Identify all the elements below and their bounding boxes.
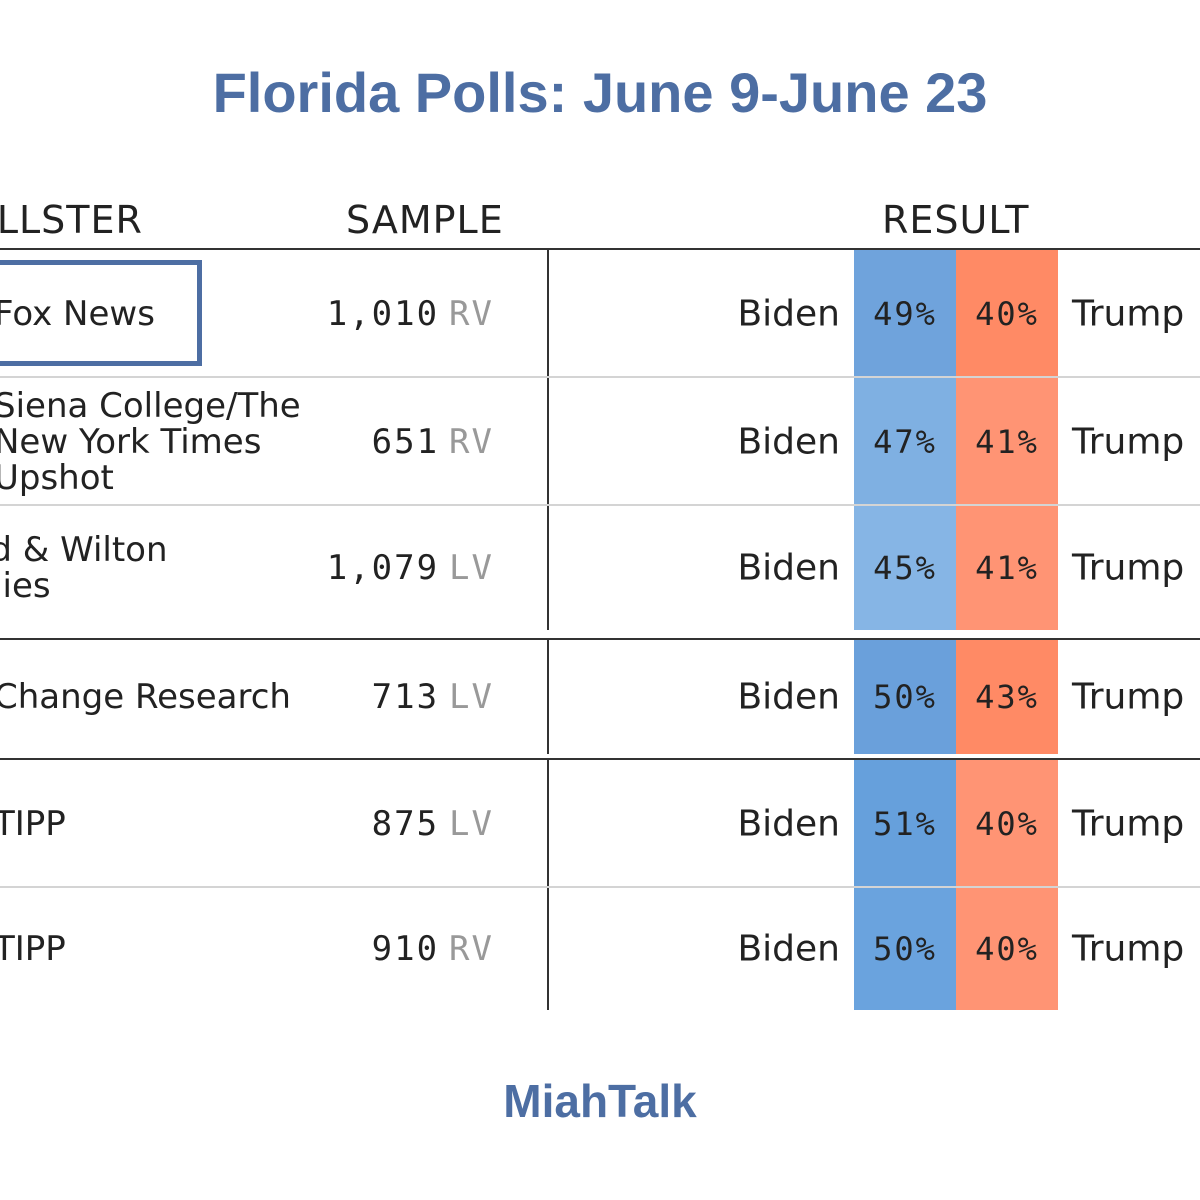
pollster-name[interactable]: Fox News	[0, 294, 155, 334]
column-divider	[547, 888, 549, 1010]
footer-brand: MiahTalk	[503, 1075, 697, 1127]
table-row: Fox News 1,010 RV Biden 49% 40% Trump	[0, 248, 1200, 378]
rep-percent: 40%	[956, 250, 1058, 378]
sample-count: 1,079	[326, 548, 440, 588]
candidate-rep: Trump	[1072, 547, 1185, 589]
column-divider	[547, 640, 549, 754]
candidate-dem: Biden	[737, 676, 840, 718]
candidate-dem: Biden	[737, 421, 840, 463]
selection-box	[0, 260, 202, 366]
column-divider	[547, 250, 549, 378]
dem-percent: 47%	[854, 378, 956, 506]
table-row: Change Research 713 LV Biden 50% 43% Trump	[0, 638, 1200, 754]
candidate-rep: Trump	[1072, 803, 1185, 845]
pollster-name[interactable]: Siena College/The New York Times Upshot	[0, 386, 301, 498]
sample-count: 713	[371, 677, 440, 717]
candidate-dem: Biden	[737, 803, 840, 845]
sample-size: 651 RV	[372, 422, 494, 462]
sample-type: RV	[449, 294, 494, 334]
sample-size: 910 RV	[372, 929, 494, 969]
table-row: TIPP 875 LV Biden 51% 40% Trump	[0, 758, 1200, 888]
dem-percent: 50%	[854, 640, 956, 754]
header-result: RESULT	[882, 198, 1030, 242]
column-divider	[547, 760, 549, 888]
sample-type: RV	[449, 422, 494, 462]
pollster-name[interactable]: eld & Wilton egies	[0, 530, 168, 606]
table-row: TIPP 910 RV Biden 50% 40% Trump	[0, 886, 1200, 1010]
sample-size: 713 LV	[372, 677, 494, 717]
rep-percent: 41%	[956, 506, 1058, 630]
sample-type: LV	[449, 804, 494, 844]
column-divider	[547, 378, 549, 506]
dem-percent: 50%	[854, 888, 956, 1010]
candidate-rep: Trump	[1072, 421, 1185, 463]
candidate-rep: Trump	[1072, 928, 1185, 970]
pollster-name[interactable]: TIPP	[0, 929, 66, 969]
sample-type: LV	[449, 548, 494, 588]
candidate-dem: Biden	[737, 547, 840, 589]
sample-size: 875 LV	[372, 804, 494, 844]
page-title: Florida Polls: June 9-June 23	[212, 61, 988, 124]
column-divider	[547, 506, 549, 630]
sample-count: 910	[371, 929, 440, 969]
sample-size: 1,010 RV	[327, 294, 494, 334]
sample-count: 1,010	[326, 294, 440, 334]
sample-type: LV	[449, 677, 494, 717]
candidate-dem: Biden	[737, 293, 840, 335]
candidate-dem: Biden	[737, 928, 840, 970]
dem-percent: 45%	[854, 506, 956, 630]
candidate-rep: Trump	[1072, 293, 1185, 335]
table-row: Siena College/The New York Times Upshot 6…	[0, 376, 1200, 506]
pollster-name[interactable]: Change Research	[0, 677, 291, 717]
rep-percent: 41%	[956, 378, 1058, 506]
header-pollster: POLLSTER	[0, 198, 143, 242]
dem-percent: 49%	[854, 250, 956, 378]
sample-size: 1,079 LV	[327, 548, 494, 588]
sample-type: RV	[449, 929, 494, 969]
rep-percent: 40%	[956, 888, 1058, 1010]
pollster-name[interactable]: TIPP	[0, 804, 66, 844]
sample-count: 651	[371, 422, 440, 462]
sample-count: 875	[371, 804, 440, 844]
rep-percent: 40%	[956, 760, 1058, 888]
rep-percent: 43%	[956, 640, 1058, 754]
candidate-rep: Trump	[1072, 676, 1185, 718]
dem-percent: 51%	[854, 760, 956, 888]
header-sample: SAMPLE	[346, 198, 504, 242]
